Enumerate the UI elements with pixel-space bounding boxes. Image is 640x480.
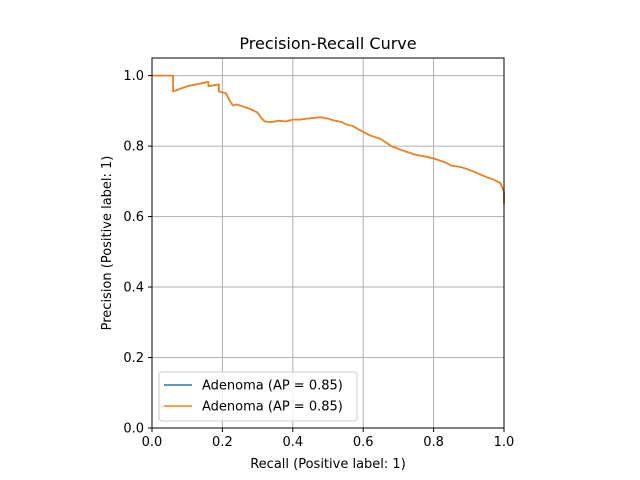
y-tick-label: 0.4 [123, 281, 144, 296]
series-line-2 [152, 74, 505, 205]
x-tick-label: 0.2 [212, 435, 233, 450]
x-tick-label: 1.0 [494, 435, 515, 450]
plot-frame [151, 57, 505, 429]
legend-box [158, 371, 358, 422]
x-axis-label: Recall (Positive label: 1) [250, 457, 406, 472]
chart-title: Precision-Recall Curve [239, 34, 416, 53]
plot-area [152, 58, 504, 428]
y-axis-label: Precision (Positive label: 1) [100, 156, 115, 331]
y-tick-label: 0.6 [123, 210, 144, 225]
axis-ticks: 0.0 0.2 0.4 0.6 0.8 1.0 0.0 0.2 0.4 0.6 0.8 1.0 [123, 69, 514, 450]
legend-entry-1: Adenoma (AP = 0.85) [202, 379, 343, 394]
x-tick-label: 0.0 [142, 435, 163, 450]
x-tick-label: 0.8 [423, 435, 444, 450]
y-tick-label: 0.2 [123, 351, 144, 366]
x-tick-label: 0.6 [353, 435, 374, 450]
legend-entry-2: Adenoma (AP = 0.85) [202, 400, 343, 415]
x-tick-label: 0.4 [282, 435, 303, 450]
legend: Adenoma (AP = 0.85) Adenoma (AP = 0.85) [158, 371, 358, 422]
y-tick-label: 1.0 [123, 69, 144, 84]
series-lines [152, 74, 505, 205]
y-tick-label: 0.0 [123, 422, 144, 437]
y-tick-label: 0.8 [123, 140, 144, 155]
